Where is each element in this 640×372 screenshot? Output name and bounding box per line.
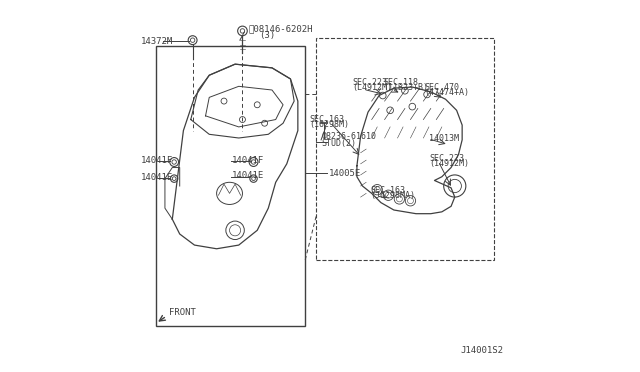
Text: STUD(2): STUD(2) bbox=[322, 139, 357, 148]
Text: (J6298MA): (J6298MA) bbox=[370, 191, 415, 200]
Text: FRONT: FRONT bbox=[168, 308, 195, 317]
Text: (L4912M): (L4912M) bbox=[353, 83, 392, 92]
Text: 14041F: 14041F bbox=[232, 155, 264, 165]
Text: 08236-61610: 08236-61610 bbox=[322, 132, 377, 141]
Text: (14912M): (14912M) bbox=[429, 159, 469, 168]
Text: (11B23+B): (11B23+B) bbox=[383, 83, 429, 92]
Text: 14041F: 14041F bbox=[141, 156, 173, 166]
Text: 14372M: 14372M bbox=[141, 37, 173, 46]
Text: J14001S2: J14001S2 bbox=[460, 346, 503, 355]
Text: 14013M: 14013M bbox=[429, 134, 459, 143]
Text: 14005E: 14005E bbox=[329, 169, 362, 177]
Bar bbox=[156, 46, 305, 326]
Text: SEC.470: SEC.470 bbox=[424, 83, 459, 92]
Text: SEC.163: SEC.163 bbox=[370, 186, 405, 195]
Text: Ⓑ08146-6202H: Ⓑ08146-6202H bbox=[248, 25, 312, 33]
Text: (3): (3) bbox=[259, 31, 275, 40]
Text: SEC.223: SEC.223 bbox=[353, 78, 387, 87]
Text: 14041E: 14041E bbox=[232, 171, 264, 180]
Text: (16298M): (16298M) bbox=[310, 120, 349, 129]
Text: 14041E: 14041E bbox=[141, 173, 173, 182]
Text: SEC.163: SEC.163 bbox=[310, 115, 345, 124]
Text: (47474+A): (47474+A) bbox=[424, 88, 469, 97]
Text: SEC.223: SEC.223 bbox=[429, 154, 464, 163]
Bar bbox=[316, 38, 493, 260]
Text: SEC.118: SEC.118 bbox=[383, 78, 419, 87]
